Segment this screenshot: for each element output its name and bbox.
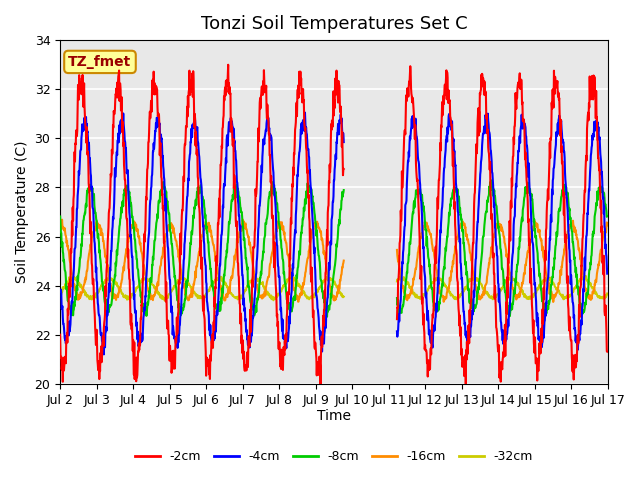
Text: TZ_fmet: TZ_fmet bbox=[68, 55, 132, 69]
Y-axis label: Soil Temperature (C): Soil Temperature (C) bbox=[15, 141, 29, 283]
Legend: -2cm, -4cm, -8cm, -16cm, -32cm: -2cm, -4cm, -8cm, -16cm, -32cm bbox=[130, 445, 538, 468]
Title: Tonzi Soil Temperatures Set C: Tonzi Soil Temperatures Set C bbox=[200, 15, 467, 33]
X-axis label: Time: Time bbox=[317, 409, 351, 423]
